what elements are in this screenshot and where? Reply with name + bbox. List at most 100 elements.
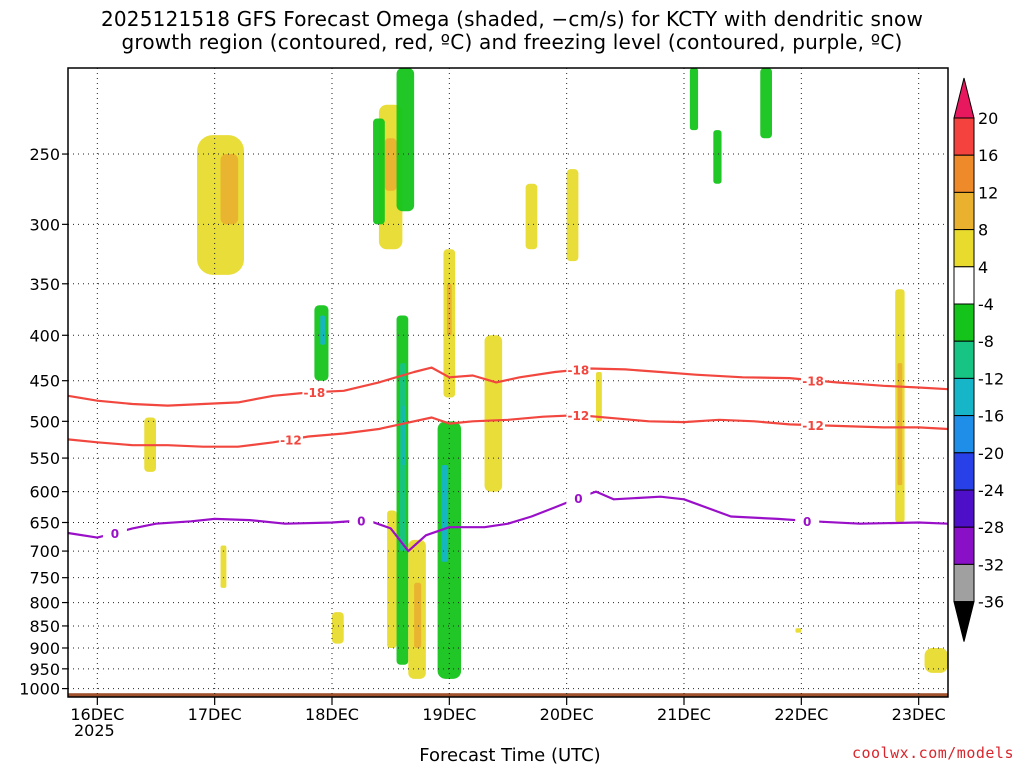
colorbar-label-0: 20 bbox=[978, 109, 998, 128]
x-tick-label-22DEC: 22DEC bbox=[774, 705, 828, 724]
colorbar-label-7: -12 bbox=[978, 369, 1004, 388]
contour-label-bg bbox=[302, 385, 327, 400]
contour-label--12: -12 bbox=[568, 409, 590, 423]
colorbar-label-1: 16 bbox=[978, 146, 998, 165]
colorbar-label-8: -16 bbox=[978, 407, 1004, 426]
omega-blob-15 bbox=[441, 465, 449, 562]
credit-link[interactable]: coolwx.com/models bbox=[851, 744, 1014, 762]
y-tick-label-550: 550 bbox=[29, 449, 60, 468]
colorbar-arrow-top bbox=[953, 77, 975, 119]
omega-blob-3 bbox=[220, 545, 227, 588]
y-tick-label-250: 250 bbox=[29, 145, 60, 164]
colorbar-segment-0 bbox=[953, 117, 975, 156]
omega-blob-7 bbox=[396, 68, 415, 212]
y-tick-label-300: 300 bbox=[29, 215, 60, 234]
contour-label-bg bbox=[566, 362, 591, 377]
contour-label-0: 0 bbox=[574, 492, 582, 506]
contour-label--12: -12 bbox=[802, 419, 824, 433]
omega-blob-22 bbox=[566, 169, 579, 262]
y-tick-label-850: 850 bbox=[29, 617, 60, 636]
x-tick-label-21DEC: 21DEC bbox=[657, 705, 711, 724]
contour-label--12: -12 bbox=[280, 433, 302, 447]
plot-frame bbox=[67, 67, 949, 698]
colorbar-segment-3 bbox=[953, 229, 975, 268]
y-tick-label-1000: 1000 bbox=[19, 680, 60, 699]
x-tick-label-23DEC: 23DEC bbox=[892, 705, 946, 724]
colorbar-layer: 20 16 12 8 4 -4 -8 -12 -16 -20 -24 -28 -32 -36 bbox=[953, 77, 1004, 642]
contour-line--18 bbox=[67, 366, 949, 407]
contour-label--18: -18 bbox=[568, 364, 590, 378]
x-axis-label: Forecast Time (UTC) bbox=[419, 745, 601, 766]
contour-label-0: 0 bbox=[803, 515, 811, 529]
omega-blob-31 bbox=[795, 628, 802, 633]
omega-blob-21 bbox=[525, 183, 538, 250]
colorbar-label-3: 8 bbox=[978, 221, 988, 240]
x-tick-label-17DEC: 17DEC bbox=[188, 705, 242, 724]
contour-line-0 bbox=[67, 490, 949, 553]
chart-title-line2: growth region (contoured, red, ºC) and f… bbox=[121, 30, 903, 54]
colorbar-segment-4 bbox=[953, 266, 975, 305]
terrain-layer bbox=[68, 693, 948, 697]
y-tick-label-500: 500 bbox=[29, 412, 60, 431]
chart-title-line1: 2025121518 GFS Forecast Omega (shaded, −… bbox=[100, 7, 924, 31]
omega-blob-1 bbox=[220, 154, 239, 225]
contour-label-bg bbox=[566, 491, 591, 506]
omega-blob-17 bbox=[446, 283, 452, 336]
colorbar-segment-2 bbox=[953, 191, 975, 231]
omega-blob-26 bbox=[924, 647, 948, 673]
colorbar-label-9: -20 bbox=[978, 444, 1004, 463]
colorbar-label-12: -32 bbox=[978, 555, 1004, 574]
colorbar-label-2: 12 bbox=[978, 183, 998, 202]
omega-blob-6 bbox=[373, 118, 385, 225]
y-tick-label-600: 600 bbox=[29, 483, 60, 502]
contour-label-bg bbox=[102, 526, 127, 541]
omega-blob-19 bbox=[320, 315, 325, 345]
contour-layer: -18 -18 -18 -12 -12 -12 0 0 0 0 bbox=[67, 362, 949, 553]
colorbar-arrow-bottom bbox=[953, 601, 975, 642]
colorbar-label-4: 4 bbox=[978, 258, 988, 277]
y-tick-label-450: 450 bbox=[29, 372, 60, 391]
omega-blob-29 bbox=[713, 130, 722, 184]
y-tick-label-650: 650 bbox=[29, 513, 60, 532]
x-tick-label-18DEC: 18DEC bbox=[305, 705, 359, 724]
colorbar-segment-9 bbox=[953, 452, 975, 491]
colorbar-segment-5 bbox=[953, 303, 975, 342]
omega-blob-10 bbox=[402, 405, 405, 466]
colorbar-segment-1 bbox=[953, 154, 975, 193]
x-tick-label-20DEC: 20DEC bbox=[540, 705, 594, 724]
contour-label-0: 0 bbox=[357, 515, 365, 529]
contour-line--12 bbox=[67, 414, 949, 448]
x-tick-label-16DEC: 16DEC bbox=[70, 705, 124, 724]
y-tick-label-800: 800 bbox=[29, 594, 60, 613]
omega-blob-30 bbox=[332, 612, 344, 644]
y-tick-label-350: 350 bbox=[29, 275, 60, 294]
contour-label-bg bbox=[801, 373, 826, 388]
colorbar-segment-12 bbox=[953, 563, 975, 603]
omega-shading-layer bbox=[144, 68, 948, 679]
contour-label--18: -18 bbox=[304, 386, 326, 400]
contour-label-bg bbox=[795, 513, 820, 528]
contour-label-bg bbox=[801, 418, 826, 433]
omega-blob-13 bbox=[414, 582, 422, 648]
y-tick-label-950: 950 bbox=[29, 660, 60, 679]
axes-layer: 250 300 350 400 450 500 550 600 650 700 750 800 850 9… bbox=[19, 67, 949, 724]
colorbar-segment-10 bbox=[953, 489, 975, 528]
colorbar-segment-8 bbox=[953, 415, 975, 454]
contour-label-bg bbox=[566, 408, 591, 423]
y-tick-label-750: 750 bbox=[29, 569, 60, 588]
omega-blob-11 bbox=[387, 510, 397, 648]
y-tick-label-700: 700 bbox=[29, 542, 60, 561]
contour-label--18: -18 bbox=[802, 374, 824, 388]
grid-layer bbox=[68, 68, 948, 697]
contour-label-bg bbox=[278, 432, 303, 447]
colorbar-segment-7 bbox=[953, 377, 975, 417]
colorbar-segment-11 bbox=[953, 526, 975, 565]
omega-blob-27 bbox=[689, 68, 699, 131]
x-tick-label-19DEC: 19DEC bbox=[422, 705, 476, 724]
colorbar-segment-6 bbox=[953, 340, 975, 379]
colorbar-label-10: -24 bbox=[978, 481, 1004, 500]
x-year-label: 2025 bbox=[74, 721, 115, 740]
contour-label-bg bbox=[349, 513, 374, 528]
colorbar-label-11: -28 bbox=[978, 518, 1004, 537]
